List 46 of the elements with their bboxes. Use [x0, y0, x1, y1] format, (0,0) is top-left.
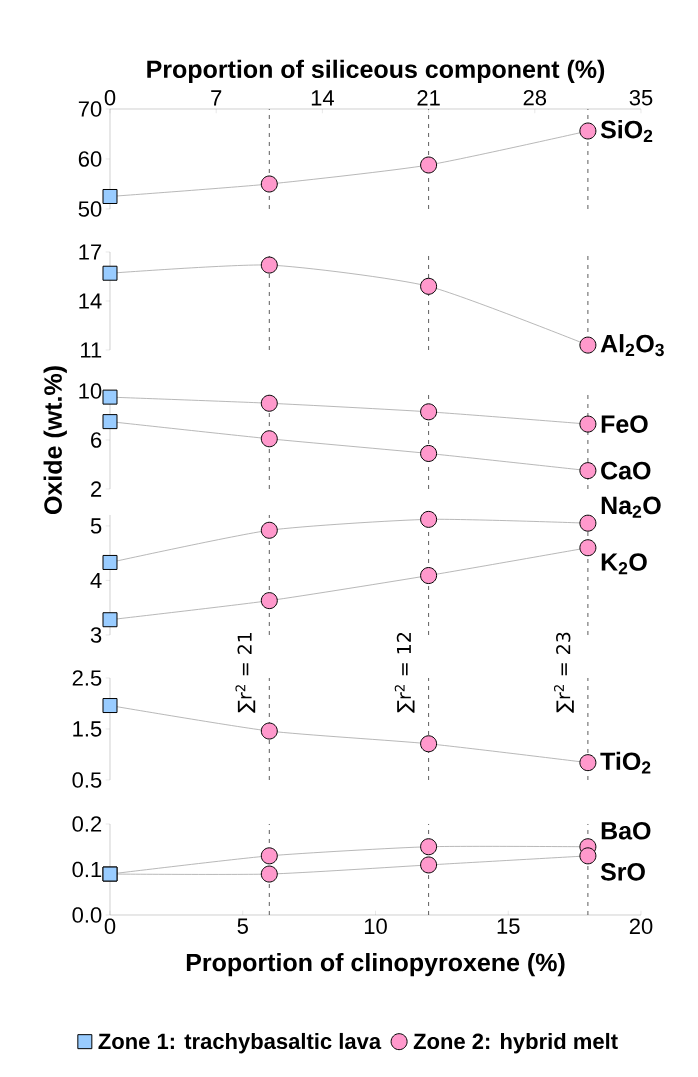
x-tick-label: 0 [104, 918, 116, 935]
y-tick-label: 6 [91, 432, 102, 448]
series-label: Na$_{2}$O [601, 496, 661, 518]
y-axis-title: Oxide (wt.%) [43, 366, 67, 514]
y-tick-label: 0.0 [72, 907, 102, 923]
y-tick-label: 17 [79, 244, 102, 260]
series-label: SrO [600, 862, 645, 881]
annotation: ∑r$^{2}$ = 12 [394, 633, 415, 713]
series-label: TiO$_{2}$ [600, 751, 651, 774]
y-tick-label: 60 [78, 151, 102, 167]
legend-label: Zone 1: trachybasaltic lava [98, 1032, 382, 1054]
y-tick-label: 0.2 [72, 816, 102, 832]
series-label: FeO [601, 415, 648, 433]
y-tick-label: 5 [90, 518, 102, 534]
y-tick-label: 3 [90, 627, 102, 643]
series-label: Al$_{2}$O$_{3}$ [600, 334, 664, 357]
y-tick-label: 2.5 [72, 670, 102, 686]
annotation: ∑r$^{2}$ = 21 [235, 632, 256, 713]
legend-label: Zone 2: hybrid melt [413, 1032, 618, 1054]
y-tick-label: 14 [79, 293, 102, 309]
x2-axis-title: Proportion of siliceous component (%) [147, 59, 605, 84]
y-tick-label: 4 [90, 572, 102, 589]
y-tick-label: 1.5 [73, 721, 102, 737]
y-tick-label: 11 [81, 342, 102, 358]
x2-tick-label: 7 [211, 90, 222, 106]
annotation: ∑r$^{2}$ = 23 [554, 632, 574, 713]
series-label: SiO$_{2}$ [600, 120, 653, 142]
series-label: CaO [601, 461, 651, 480]
x-axis-title: Proportion of clinopyroxene (%) [186, 952, 565, 977]
x2-tick-label: 21 [417, 90, 440, 106]
y-tick-label: 10 [79, 383, 102, 399]
x2-tick-label: 35 [629, 89, 653, 106]
x2-tick-label: 14 [311, 90, 334, 106]
y-tick-label: 70 [78, 101, 102, 117]
x2-tick-label: 28 [523, 89, 547, 106]
series-label: BaO [601, 821, 651, 840]
x2-tick-label: 0 [104, 89, 116, 106]
x-tick-label: 15 [497, 918, 520, 934]
x-tick-label: 20 [629, 918, 653, 935]
x-tick-label: 10 [364, 918, 387, 935]
y-tick-label: 0.5 [72, 772, 102, 788]
y-tick-label: 2 [91, 481, 102, 497]
x-tick-label: 5 [237, 918, 248, 934]
series-label: K$_{2}$O [601, 553, 647, 575]
y-tick-label: 0.1 [72, 861, 102, 878]
y-tick-label: 50 [78, 201, 102, 217]
